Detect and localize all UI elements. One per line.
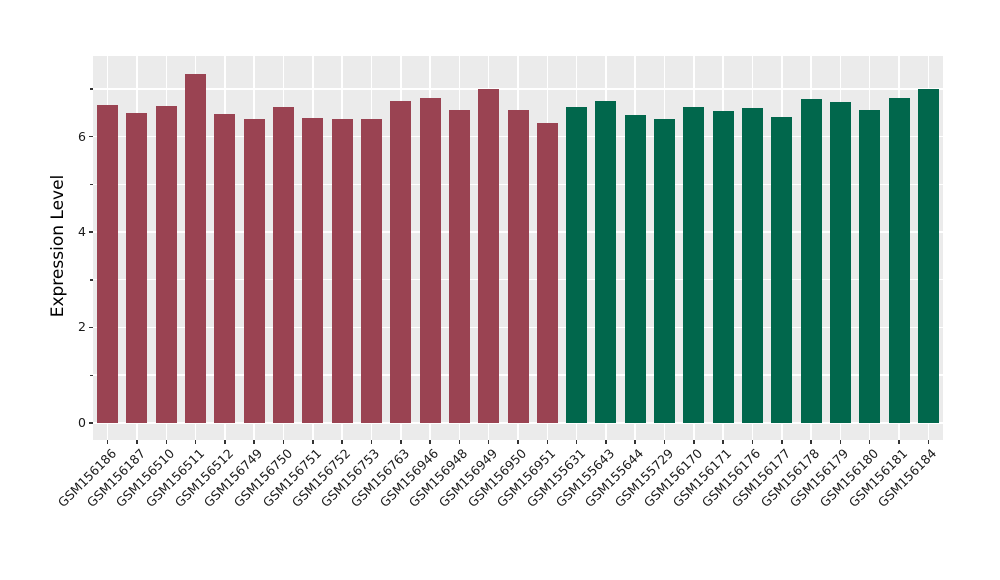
x-tick-mark <box>810 440 812 444</box>
x-tick-mark <box>663 440 666 444</box>
x-tick-mark <box>722 440 724 444</box>
bar-GSM156749 <box>243 118 265 423</box>
x-tick-mark <box>898 440 900 444</box>
bar-GSM156752 <box>331 119 353 423</box>
x-tick-mark <box>341 440 343 444</box>
x-tick-mark <box>751 440 754 444</box>
y-minor-tick-mark <box>90 279 93 281</box>
bar-GSM156180 <box>859 109 881 423</box>
x-tick-mark <box>429 440 431 444</box>
x-tick-mark <box>546 440 549 444</box>
x-tick-mark <box>517 440 519 444</box>
x-tick-mark <box>253 440 255 444</box>
bar-GSM156948 <box>448 110 470 423</box>
bar-GSM156176 <box>741 107 763 423</box>
bar-GSM156512 <box>214 114 236 423</box>
x-tick-mark <box>927 440 930 444</box>
x-tick-mark <box>224 440 226 444</box>
x-tick-mark <box>634 440 636 444</box>
y-minor-tick-mark <box>90 374 93 377</box>
bar-GSM156946 <box>419 97 441 423</box>
bar-GSM156181 <box>888 98 910 423</box>
bar-GSM155729 <box>654 118 676 423</box>
y-tick-mark <box>89 326 93 329</box>
bar-GSM156763 <box>390 101 412 423</box>
y-tick-label: 6 <box>78 128 86 144</box>
bar-GSM156187 <box>126 113 148 423</box>
y-tick-mark <box>89 231 93 233</box>
bar-GSM155644 <box>624 114 646 423</box>
bar-GSM156950 <box>507 110 529 423</box>
x-tick-mark <box>605 440 607 444</box>
x-tick-mark <box>165 440 168 444</box>
x-tick-mark <box>575 440 578 444</box>
bar-GSM156179 <box>829 102 851 423</box>
x-tick-mark <box>400 440 402 444</box>
y-minor-tick-mark <box>90 88 93 90</box>
bar-GSM155643 <box>595 101 617 423</box>
y-tick-label: 4 <box>78 224 86 240</box>
x-tick-mark <box>693 440 695 444</box>
plot-area <box>93 56 943 440</box>
bar-GSM156186 <box>97 105 119 423</box>
bar-GSM156170 <box>683 107 705 423</box>
y-minor-tick-mark <box>90 183 93 186</box>
bar-GSM156750 <box>273 106 295 423</box>
bar-GSM156171 <box>712 111 734 423</box>
bar-GSM156511 <box>185 74 207 423</box>
bar-GSM155631 <box>566 107 588 423</box>
y-tick-mark <box>89 135 93 138</box>
x-tick-mark <box>370 440 373 444</box>
bar-GSM156753 <box>360 118 382 423</box>
y-tick-label: 0 <box>78 414 86 430</box>
y-tick-mark <box>89 422 93 424</box>
bar-GSM156510 <box>155 106 177 423</box>
x-tick-mark <box>282 440 285 444</box>
bar-GSM156178 <box>800 98 822 423</box>
x-tick-mark <box>136 440 138 444</box>
x-tick-mark <box>839 440 842 444</box>
bar-GSM156949 <box>478 88 500 423</box>
bar-GSM156184 <box>917 88 939 423</box>
y-axis-label: Expression Level <box>48 174 68 318</box>
x-tick-mark <box>312 440 314 444</box>
x-tick-mark <box>194 440 197 444</box>
x-tick-mark <box>106 440 109 444</box>
bar-GSM156751 <box>302 117 324 423</box>
bar-GSM156177 <box>771 117 793 423</box>
x-tick-mark <box>781 440 783 444</box>
x-tick-mark <box>487 440 490 444</box>
bar-GSM156951 <box>536 122 558 423</box>
x-tick-mark <box>458 440 461 444</box>
y-tick-label: 2 <box>78 319 86 335</box>
x-tick-mark <box>868 440 871 444</box>
